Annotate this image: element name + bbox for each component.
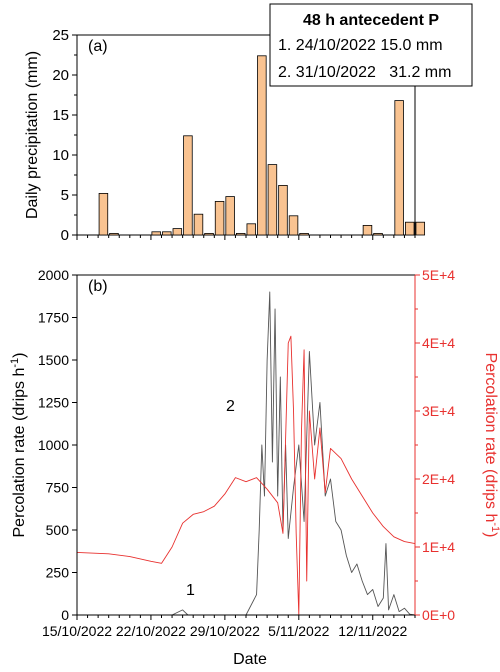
left-y-tick-label-250: 250 bbox=[46, 565, 70, 581]
left-y-label-close: ) bbox=[11, 353, 28, 358]
precipitation-x-ticks bbox=[76, 235, 416, 240]
annotation-1: 1 bbox=[186, 582, 195, 599]
annotation-2: 2 bbox=[226, 398, 235, 415]
percolation-left-y-axis-label: Percolation rate (drips h-1) bbox=[9, 353, 28, 538]
antecedent-precipitation-legend: 48 h antecedent P 1. 24/10/2022 15.0 mm … bbox=[269, 3, 473, 87]
precip-y-tick-label-10: 10 bbox=[52, 147, 69, 164]
x-tick-label-22/10/2022: 22/10/2022 bbox=[116, 623, 186, 639]
left-y-label-text: Percolation rate (drips h bbox=[11, 368, 28, 538]
precip-bar-2022-10-31 bbox=[246, 223, 257, 236]
percolation-panel: 0 250 500 750 1000 1250 1500 1750 2000 0E+0 1E+4 2… bbox=[9, 267, 500, 668]
right-y-tick-label-3E+4: 3E+4 bbox=[422, 403, 455, 419]
right-y-tick-label-5E+4: 5E+4 bbox=[422, 267, 455, 283]
precip-bar-2022-11-02 bbox=[267, 164, 278, 236]
legend-entry-1: 1. 24/10/2022 15.0 mm bbox=[278, 37, 443, 54]
precip-bar-2022-10-26 bbox=[193, 213, 204, 236]
left-y-tick-label-1000: 1000 bbox=[38, 437, 69, 453]
percolation-right-y-ticks: 0E+0 1E+4 2E+4 3E+4 4E+4 5E+4 bbox=[415, 267, 455, 623]
x-tick-label-15/10/2022: 15/10/2022 bbox=[42, 623, 112, 639]
right-y-tick-label-4E+4: 4E+4 bbox=[422, 335, 455, 351]
precip-bar-2022-11-01 bbox=[257, 55, 267, 236]
precip-bar-2022-10-30 bbox=[235, 232, 246, 236]
left-y-tick-label-2000: 2000 bbox=[38, 267, 69, 283]
percolation-lines bbox=[76, 291, 416, 616]
precip-y-tick-label-20: 20 bbox=[52, 67, 69, 84]
right-y-label-sup: -1 bbox=[489, 522, 500, 532]
right-y-tick-label-2E+4: 2E+4 bbox=[422, 471, 455, 487]
left-y-tick-label-500: 500 bbox=[46, 522, 70, 538]
legend-entry-2: 2. 31/10/2022 31.2 mm bbox=[278, 64, 451, 81]
percolation-x-ticks: 15/10/2022 22/10/2022 29/10/2022 5/11/2022 1… bbox=[42, 615, 416, 639]
precip-y-tick-label-25: 25 bbox=[52, 27, 69, 44]
precipitation-y-axis-label: Daily precipitation (mm) bbox=[24, 51, 41, 219]
left-y-tick-label-750: 750 bbox=[46, 480, 70, 496]
precip-y-tick-label-0: 0 bbox=[61, 227, 69, 244]
x-tick-label-5/11/2022: 5/11/2022 bbox=[268, 623, 329, 639]
percolation-right-y-axis-label: Percolation rate (drips h-1) bbox=[482, 353, 500, 538]
right-y-label-close: ) bbox=[482, 532, 499, 537]
precip-bar-2022-11-04 bbox=[288, 215, 299, 236]
precip-bar-2022-10-25 bbox=[183, 135, 193, 236]
left-y-tick-label-1750: 1750 bbox=[38, 310, 69, 326]
right-y-tick-label-1E+4: 1E+4 bbox=[422, 539, 455, 555]
percolation-plot-frame bbox=[76, 274, 416, 616]
right-y-tick-label-0E+0: 0E+0 bbox=[422, 607, 455, 623]
precip-bar-2022-11-16 bbox=[415, 221, 426, 236]
precip-bar-2022-10-27 bbox=[204, 232, 214, 236]
precip-bar-2022-11-11 bbox=[362, 224, 373, 236]
precip-bar-2022-11-12 bbox=[373, 232, 383, 236]
precip-bar-2022-10-24 bbox=[172, 228, 183, 236]
panel-label-b: (b) bbox=[88, 278, 108, 295]
x-tick-label-12/11/2022: 12/11/2022 bbox=[338, 623, 407, 639]
legend-title: 48 h antecedent P bbox=[303, 12, 439, 29]
left-y-label-sup: -1 bbox=[9, 358, 21, 368]
left-y-tick-label-1500: 1500 bbox=[38, 352, 69, 368]
precip-bar-2022-10-22 bbox=[151, 231, 161, 236]
precip-bar-2022-11-14 bbox=[394, 100, 404, 236]
percolation-left-series bbox=[77, 291, 416, 616]
percolation-left-y-ticks: 0 250 500 750 1000 1250 1500 1750 2000 bbox=[38, 267, 77, 623]
precip-bar-2022-11-03 bbox=[278, 184, 288, 236]
precipitation-bars bbox=[98, 55, 426, 236]
precip-bar-2022-11-05 bbox=[299, 232, 309, 236]
percolation-right-series bbox=[76, 335, 416, 616]
precip-y-tick-label-15: 15 bbox=[52, 107, 69, 124]
date-x-axis-label: Date bbox=[233, 651, 267, 668]
precip-bar-2022-10-28 bbox=[214, 200, 225, 236]
x-tick-label-29/10/2022: 29/10/2022 bbox=[190, 623, 260, 639]
left-y-tick-label-0: 0 bbox=[61, 607, 69, 623]
legend-box bbox=[269, 3, 473, 87]
precipitation-y-ticks: 0 5 10 15 20 25 bbox=[52, 27, 77, 244]
precip-bar-2022-10-29 bbox=[225, 196, 235, 236]
left-y-tick-label-1250: 1250 bbox=[38, 395, 69, 411]
precip-y-tick-label-5: 5 bbox=[61, 187, 69, 204]
precip-bar-2022-11-15 bbox=[404, 221, 415, 236]
right-y-label-text: Percolation rate (drips h bbox=[482, 353, 499, 523]
precip-bar-2022-10-17 bbox=[98, 192, 109, 236]
panel-label-a: (a) bbox=[88, 38, 108, 55]
precip-bar-2022-10-23 bbox=[162, 231, 172, 236]
precip-bar-2022-10-18 bbox=[109, 232, 119, 236]
